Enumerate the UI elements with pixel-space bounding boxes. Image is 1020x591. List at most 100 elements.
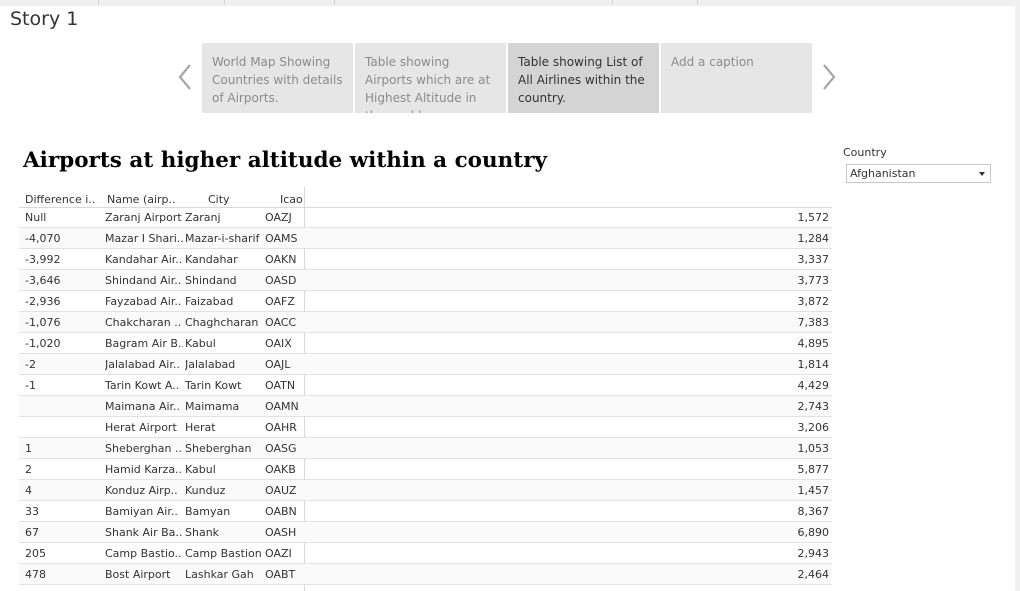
table-row[interactable]: -1,076 Chakcharan .. Chaghcharan OACC 7,383 — [19, 312, 832, 333]
city-cell: Zaranj — [185, 211, 221, 224]
city-cell: Camp Bastion — [185, 547, 262, 560]
altitude-value-cell: 8,367 — [797, 505, 830, 518]
icao-cell: OASH — [265, 526, 297, 539]
icao-cell: OAFZ — [265, 295, 295, 308]
toolbar-divider — [224, 0, 225, 5]
icao-cell: OASD — [265, 274, 297, 287]
toolbar-divider — [334, 0, 335, 5]
difference-cell: -1 — [25, 379, 36, 392]
table-row[interactable]: -3,646 Shindand Air.. Shindand OASD 3,773 — [19, 270, 832, 291]
table-row[interactable]: Herat Airport Herat OAHR 3,206 — [19, 417, 832, 438]
story-point-3-active[interactable]: Table showing List of All Airlines withi… — [508, 43, 659, 113]
airports-table: Difference i.. Name (airp.. City Icao Nu… — [19, 190, 832, 585]
table-row[interactable]: -3,992 Kandahar Air.. Kandahar OAKN 3,337 — [19, 249, 832, 270]
icao-cell: OABT — [265, 568, 296, 581]
table-row[interactable]: -4,070 Mazar I Shari.. Mazar-i-sharif OAMS 1… — [19, 228, 832, 249]
airport-name-cell: Zaranj Airport — [105, 211, 182, 224]
icao-cell: OASG — [265, 442, 297, 455]
icao-cell: OACC — [265, 316, 297, 329]
altitude-value-cell: 7,383 — [797, 316, 830, 329]
city-cell: Sheberghan — [185, 442, 252, 455]
sheet-title: Airports at higher altitude within a cou… — [23, 148, 548, 173]
airport-name-cell: Chakcharan .. — [105, 316, 182, 329]
altitude-value-cell: 1,284 — [797, 232, 830, 245]
table-row[interactable]: -1 Tarin Kowt A.. Tarin Kowt OATN 4,429 — [19, 375, 832, 396]
airport-name-cell: Herat Airport — [105, 421, 177, 434]
icao-cell: OABN — [265, 505, 297, 518]
table-row[interactable]: 33 Bamiyan Air.. Bamyan OABN 8,367 — [19, 501, 832, 522]
story-point-add-caption[interactable]: Add a caption — [661, 43, 812, 113]
altitude-value-cell: 1,572 — [797, 211, 830, 224]
header-icao[interactable]: Icao — [280, 193, 303, 206]
table-row[interactable]: -1,020 Bagram Air B.. Kabul OAIX 4,895 — [19, 333, 832, 354]
difference-cell: Null — [25, 211, 47, 224]
altitude-value-cell: 1,457 — [797, 484, 830, 497]
table-body: Null Zaranj Airport Zaranj OAZJ 1,572 -4,070 M… — [19, 207, 832, 585]
altitude-value-cell: 3,872 — [797, 295, 830, 308]
table-row[interactable]: 205 Camp Bastio.. Camp Bastion OAZI 2,943 — [19, 543, 832, 564]
difference-cell: 1 — [25, 442, 32, 455]
table-row[interactable]: 2 Hamid Karza.. Kabul OAKB 5,877 — [19, 459, 832, 480]
airport-name-cell: Mazar I Shari.. — [105, 232, 183, 245]
airport-name-cell: Konduz Airp.. — [105, 484, 178, 497]
icao-cell: OAKN — [265, 253, 297, 266]
icao-cell: OAJL — [265, 358, 291, 371]
airport-name-cell: Tarin Kowt A.. — [105, 379, 180, 392]
city-cell: Shindand — [185, 274, 237, 287]
table-row[interactable]: 1 Sheberghan .. Sheberghan OASG 1,053 — [19, 438, 832, 459]
city-cell: Herat — [185, 421, 216, 434]
table-row[interactable]: 4 Konduz Airp.. Kunduz OAUZ 1,457 — [19, 480, 832, 501]
table-row[interactable]: Maimana Air.. Maimama OAMN 2,743 — [19, 396, 832, 417]
icao-cell: OAMN — [265, 400, 299, 413]
airport-name-cell: Camp Bastio.. — [105, 547, 182, 560]
airport-name-cell: Maimana Air.. — [105, 400, 181, 413]
table-row[interactable]: -2 Jalalabad Air.. Jalalabad OAJL 1,814 — [19, 354, 832, 375]
caret-down-icon — [979, 172, 985, 176]
altitude-value-cell: 4,895 — [797, 337, 830, 350]
story-point-1[interactable]: World Map Showing Countries with details… — [202, 43, 353, 113]
altitude-value-cell: 3,337 — [797, 253, 830, 266]
table-row[interactable]: -2,936 Fayzabad Air.. Faizabad OAFZ 3,872 — [19, 291, 832, 312]
altitude-value-cell: 4,429 — [797, 379, 830, 392]
airport-name-cell: Jalalabad Air.. — [105, 358, 180, 371]
difference-cell: -2,936 — [25, 295, 61, 308]
story-point-2[interactable]: Table showing Airports which are at High… — [355, 43, 506, 113]
difference-cell: -3,646 — [25, 274, 61, 287]
icao-cell: OAHR — [265, 421, 297, 434]
airport-name-cell: Shank Air Ba.. — [105, 526, 183, 539]
altitude-value-cell: 2,743 — [797, 400, 830, 413]
airport-name-cell: Sheberghan .. — [105, 442, 182, 455]
altitude-value-cell: 1,053 — [797, 442, 830, 455]
icao-cell: OAKB — [265, 463, 296, 476]
icao-cell: OATN — [265, 379, 296, 392]
airport-name-cell: Bamiyan Air.. — [105, 505, 178, 518]
city-cell: Mazar-i-sharif — [185, 232, 260, 245]
header-difference[interactable]: Difference i.. — [25, 193, 96, 206]
next-story-point-button[interactable] — [819, 62, 839, 92]
chevron-left-icon — [178, 64, 191, 90]
country-filter-dropdown[interactable]: Afghanistan — [846, 164, 991, 183]
table-row[interactable]: 67 Shank Air Ba.. Shank OASH 6,890 — [19, 522, 832, 543]
header-city[interactable]: City — [208, 193, 230, 206]
difference-cell: -3,992 — [25, 253, 61, 266]
city-cell: Tarin Kowt — [185, 379, 242, 392]
table-row[interactable]: Null Zaranj Airport Zaranj OAZJ 1,572 — [19, 207, 832, 228]
country-filter-label: Country — [843, 146, 887, 159]
previous-story-point-button[interactable] — [175, 62, 195, 92]
airport-name-cell: Bagram Air B.. — [105, 337, 183, 350]
airport-name-cell: Hamid Karza.. — [105, 463, 183, 476]
difference-cell: 4 — [25, 484, 32, 497]
toolbar-divider — [697, 0, 698, 5]
top-toolbar-strip — [0, 0, 1020, 6]
city-cell: Kabul — [185, 337, 216, 350]
city-cell: Chaghcharan — [185, 316, 259, 329]
header-name[interactable]: Name (airp.. — [107, 193, 176, 206]
table-row[interactable]: 478 Bost Airport Lashkar Gah OABT 2,464 — [19, 564, 832, 585]
icao-cell: OAUZ — [265, 484, 297, 497]
difference-cell: -1,076 — [25, 316, 61, 329]
altitude-value-cell: 2,943 — [797, 547, 830, 560]
altitude-value-cell: 6,890 — [797, 526, 830, 539]
table-header-row: Difference i.. Name (airp.. City Icao — [19, 190, 832, 208]
airport-name-cell: Fayzabad Air.. — [105, 295, 182, 308]
header-divider — [19, 207, 832, 208]
